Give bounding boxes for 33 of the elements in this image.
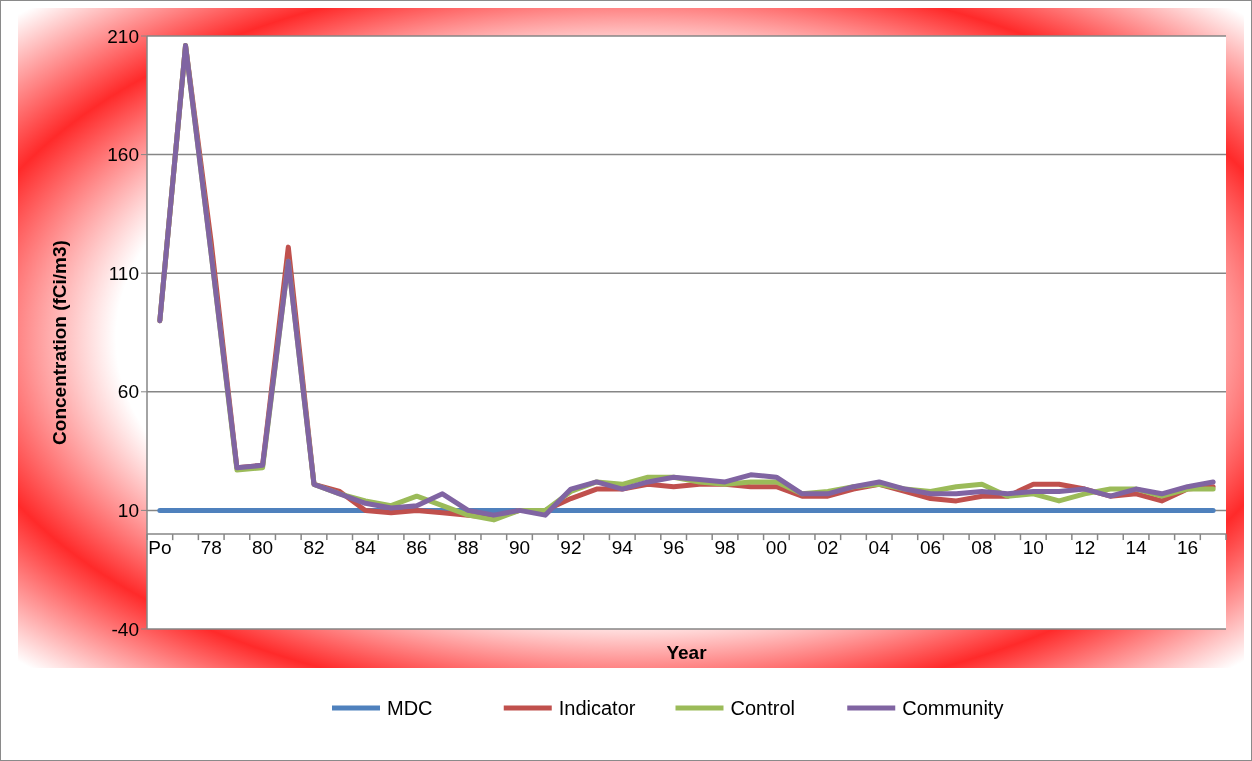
x-tick-label: Po	[148, 537, 172, 559]
x-tick-label: 82	[303, 537, 325, 559]
x-tick-label: 04	[868, 537, 891, 559]
x-tick-label: 92	[560, 537, 582, 559]
x-tick-label: 10	[1022, 537, 1044, 559]
x-tick-label: 86	[406, 537, 428, 559]
x-tick-label: 16	[1176, 537, 1199, 559]
y-tick-label: 110	[108, 262, 139, 284]
legend-label: Community	[902, 697, 1004, 719]
x-axis-title: Year	[666, 642, 708, 663]
x-tick-label: 12	[1074, 537, 1096, 559]
x-tick-label: 02	[817, 537, 839, 559]
x-tick-label: 14	[1125, 537, 1148, 559]
x-tick-label: 06	[919, 537, 942, 559]
legend-label: Control	[730, 697, 795, 719]
y-tick-label: -40	[111, 618, 139, 640]
y-axis-title: Concentration (fCi/m3)	[49, 240, 70, 445]
x-tick-label: 78	[200, 537, 222, 559]
legend-label: Indicator	[558, 697, 636, 719]
y-tick-label: 160	[107, 144, 139, 166]
x-tick-label: 90	[508, 537, 531, 559]
y-tick-label: 60	[117, 381, 139, 403]
y-tick-label: 10	[117, 500, 139, 522]
x-tick-label: 08	[971, 537, 993, 559]
x-tick-label: 94	[611, 537, 634, 559]
legend-label: MDC	[387, 697, 433, 719]
x-tick-label: 96	[663, 537, 685, 559]
y-tick-label: 210	[107, 25, 139, 47]
x-tick-label: 88	[457, 537, 479, 559]
x-tick-label: 80	[252, 537, 274, 559]
x-tick-label: 00	[765, 537, 787, 559]
x-tick-label: 98	[714, 537, 736, 559]
x-tick-label: 84	[354, 537, 377, 559]
